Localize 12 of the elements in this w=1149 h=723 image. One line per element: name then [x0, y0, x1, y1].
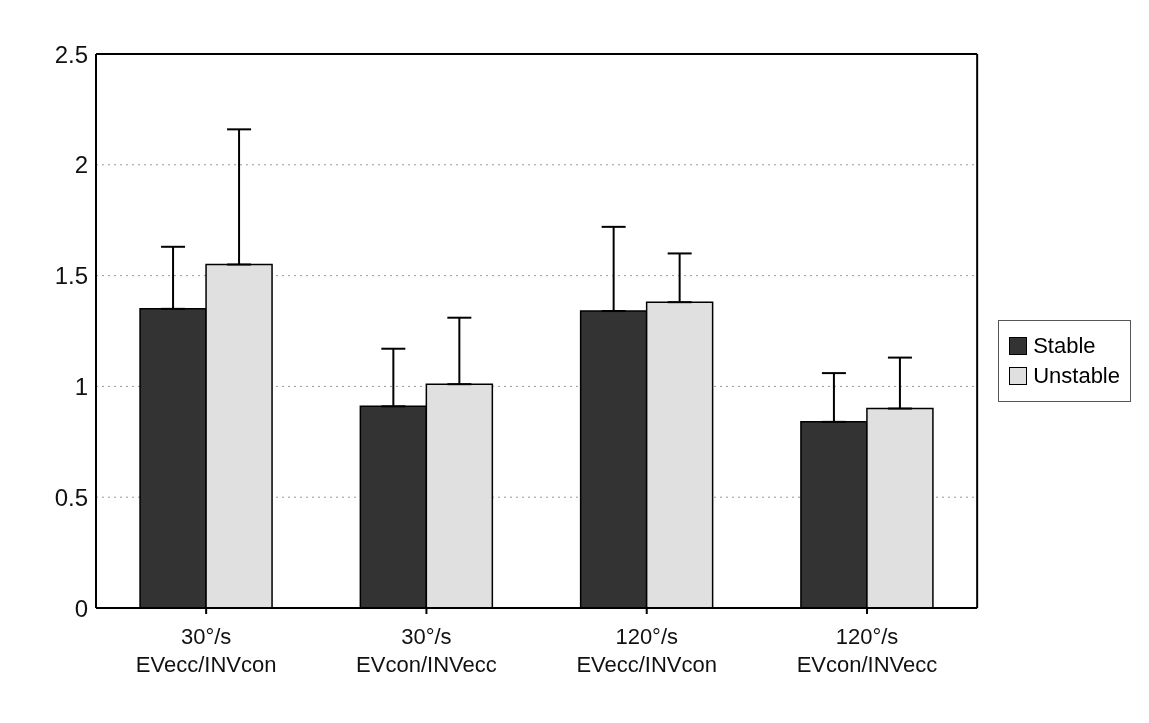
x-tick-label: 30°/s EVcon/INVecc [356, 624, 497, 677]
y-tick-label: 0 [74, 594, 88, 622]
y-tick-label: 1 [74, 372, 88, 400]
legend-label: Stable [1033, 332, 1096, 359]
y-tick-label: 0.5 [54, 483, 88, 511]
y-tick-label: 2 [74, 151, 88, 179]
legend-label: Unstable [1033, 362, 1120, 389]
y-tick-label: 1.5 [54, 262, 88, 290]
x-tick-label: 120°/s EVecc/INVcon [576, 624, 718, 677]
x-tick-label: 120°/s EVcon/INVecc [796, 624, 938, 677]
y-tick-label: 2.5 [54, 40, 88, 68]
x-tick-label: 30°/s EVecc/INVcon [135, 624, 277, 677]
